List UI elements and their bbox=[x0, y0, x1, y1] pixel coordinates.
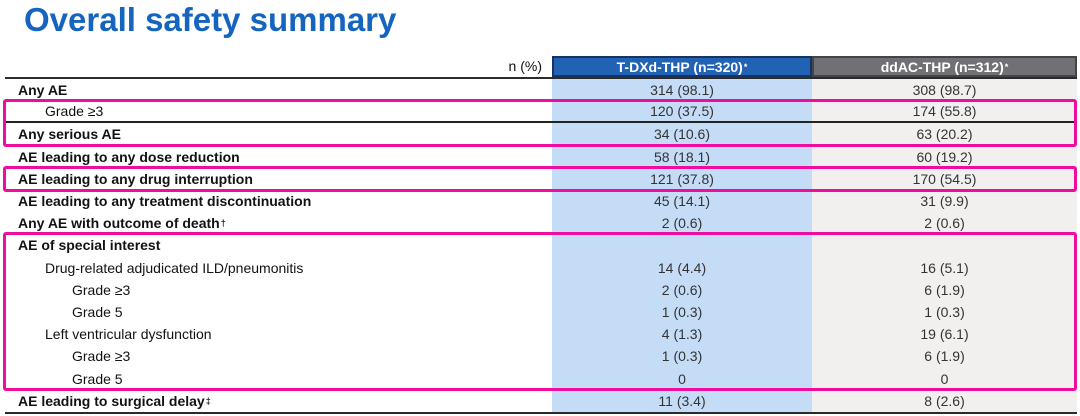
value-cell-ddac: 0 bbox=[812, 367, 1077, 390]
row-label: Any serious AE bbox=[18, 126, 121, 143]
value-cell-ddac: 60 (19.2) bbox=[812, 145, 1077, 168]
value-cell-tdxd: 0 bbox=[552, 367, 812, 390]
value-cell-tdxd: 14 (4.4) bbox=[552, 256, 812, 279]
table-row: Grade ≥3 2 (0.6) 6 (1.9) bbox=[5, 278, 1077, 301]
value-cell-ddac: 170 (54.5) bbox=[812, 167, 1077, 190]
value-cell-ddac: 31 (9.9) bbox=[812, 189, 1077, 213]
row-label: Any AE with outcome of death † bbox=[18, 215, 226, 232]
table-row: Grade 5 1 (0.3) 1 (0.3) bbox=[5, 300, 1077, 324]
row-label: AE leading to surgical delay ‡ bbox=[18, 392, 211, 409]
value-cell-tdxd: 314 (98.1) bbox=[552, 79, 812, 102]
value-cell-ddac: 63 (20.2) bbox=[812, 123, 1077, 146]
row-label: Grade ≥3 bbox=[45, 103, 104, 120]
row-label: AE leading to any treatment discontinuat… bbox=[18, 193, 312, 210]
row-label: Grade ≥3 bbox=[72, 281, 131, 298]
value-cell-ddac: 19 (6.1) bbox=[812, 323, 1077, 346]
safety-table: n (%) T-DXd-THP (n=320) * ddAC-THP (n=312… bbox=[3, 56, 1077, 414]
row-label: AE leading to any dose reduction bbox=[18, 148, 240, 165]
table-row: AE leading to any treatment discontinuat… bbox=[5, 189, 1077, 213]
row-label: Left ventricular dysfunction bbox=[45, 326, 212, 343]
table-row: AE leading to any drug interruption 121 (… bbox=[5, 167, 1077, 190]
value-cell-ddac bbox=[812, 234, 1077, 257]
column-header-ddac: ddAC-THP (n=312) * bbox=[812, 56, 1077, 77]
value-cell-ddac: 174 (55.8) bbox=[812, 101, 1077, 122]
value-cell-tdxd: 120 (37.5) bbox=[552, 101, 812, 122]
table-row: Grade ≥3 1 (0.3) 6 (1.9) bbox=[5, 345, 1077, 368]
value-cell-tdxd bbox=[552, 234, 812, 257]
value-cell-ddac: 8 (2.6) bbox=[812, 389, 1077, 412]
row-label: Grade ≥3 bbox=[72, 348, 131, 365]
value-cell-tdxd: 34 (10.6) bbox=[552, 123, 812, 146]
measure-label: n (%) bbox=[508, 57, 542, 74]
row-label: Drug-related adjudicated ILD/pneumonitis bbox=[45, 259, 304, 276]
table-row: AE of special interest bbox=[5, 234, 1077, 257]
value-cell-tdxd: 58 (18.1) bbox=[552, 145, 812, 168]
row-label: AE of special interest bbox=[18, 237, 161, 254]
row-label: Grade 5 bbox=[72, 370, 123, 387]
value-cell-tdxd: 2 (0.6) bbox=[552, 212, 812, 235]
table-header: n (%) T-DXd-THP (n=320) * ddAC-THP (n=312… bbox=[5, 56, 1077, 79]
value-cell-ddac: 6 (1.9) bbox=[812, 345, 1077, 368]
value-cell-ddac: 1 (0.3) bbox=[812, 300, 1077, 324]
footnote-marker: * bbox=[743, 61, 748, 72]
table-row: Drug-related adjudicated ILD/pneumonitis… bbox=[5, 256, 1077, 279]
column-header-tdxd-label: T-DXd-THP (n=320) bbox=[616, 58, 743, 75]
footnote-marker: * bbox=[1004, 61, 1009, 72]
value-cell-tdxd: 4 (1.3) bbox=[552, 323, 812, 346]
table-body: Any AE 314 (98.1) 308 (98.7) Grade ≥3 120 (3… bbox=[5, 79, 1077, 414]
column-header-tdxd: T-DXd-THP (n=320) * bbox=[552, 56, 812, 77]
page-title: Overall safety summary bbox=[24, 1, 397, 38]
value-cell-tdxd: 45 (14.1) bbox=[552, 189, 812, 213]
value-cell-tdxd: 1 (0.3) bbox=[552, 345, 812, 368]
column-header-ddac-label: ddAC-THP (n=312) bbox=[880, 58, 1004, 75]
table-row: AE leading to surgical delay ‡ 11 (3.4) 8 (… bbox=[5, 389, 1077, 412]
value-cell-ddac: 6 (1.9) bbox=[812, 278, 1077, 301]
table-row: Any AE 314 (98.1) 308 (98.7) bbox=[5, 79, 1077, 102]
value-cell-tdxd: 2 (0.6) bbox=[552, 278, 812, 301]
table-row: Any AE with outcome of death † 2 (0.6) 2 (0… bbox=[5, 212, 1077, 235]
value-cell-ddac: 16 (5.1) bbox=[812, 256, 1077, 279]
value-cell-ddac: 308 (98.7) bbox=[812, 79, 1077, 102]
table-row: Left ventricular dysfunction 4 (1.3) 19 (6… bbox=[5, 323, 1077, 346]
row-label: AE leading to any drug interruption bbox=[18, 170, 253, 187]
value-cell-tdxd: 11 (3.4) bbox=[552, 389, 812, 412]
value-cell-ddac: 2 (0.6) bbox=[812, 212, 1077, 235]
value-cell-tdxd: 121 (37.8) bbox=[552, 167, 812, 190]
row-label: Any AE bbox=[18, 82, 68, 99]
table-row: Grade ≥3 120 (37.5) 174 (55.8) bbox=[5, 101, 1077, 124]
value-cell-tdxd: 1 (0.3) bbox=[552, 300, 812, 324]
table-row: Any serious AE 34 (10.6) 63 (20.2) bbox=[5, 123, 1077, 146]
table-row: AE leading to any dose reduction 58 (18.1… bbox=[5, 145, 1077, 168]
row-label: Grade 5 bbox=[72, 303, 123, 320]
